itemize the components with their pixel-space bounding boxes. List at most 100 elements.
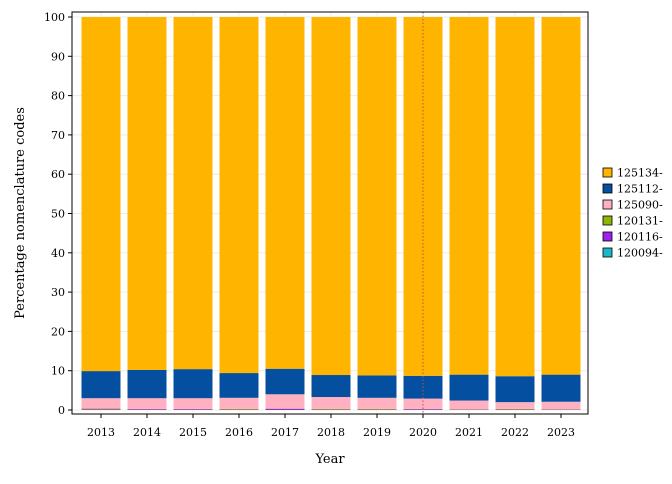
bar-segment-125090 (542, 402, 581, 409)
bar-segment-125090 (266, 394, 305, 408)
legend-swatch (603, 216, 612, 225)
bar-segment-125090 (450, 401, 489, 410)
bar-segment-125112 (312, 375, 351, 397)
bar-segment-120131 (220, 409, 259, 410)
bar-segment-125090 (496, 402, 535, 409)
y-tick-label: 30 (51, 286, 65, 299)
legend-label: 125112- (617, 183, 663, 196)
y-tick-label: 90 (51, 50, 65, 63)
legend-item: 125112- (603, 183, 663, 196)
y-tick-label: 10 (51, 365, 65, 378)
bar-segment-125090 (174, 398, 213, 409)
bar-stack-2023 (542, 17, 581, 410)
x-axis: 2013 2014 2015 2016 2017 2018 2019 2020 2021 2022… (87, 414, 575, 439)
legend-label: 125090- (617, 199, 663, 212)
bar-segment-125134 (266, 17, 305, 369)
legend-item: 120131- (603, 215, 663, 228)
bar-segment-120131 (496, 409, 535, 410)
bar-segment-125134 (358, 17, 397, 375)
bar-segment-125112 (128, 370, 167, 398)
x-tick-label: 2013 (87, 426, 115, 439)
y-tick-label: 100 (44, 11, 65, 24)
bar-segment-120116 (82, 409, 121, 410)
bar-segment-120131 (358, 409, 397, 410)
bar-segment-120116 (404, 409, 443, 410)
y-axis: 0 10 20 30 40 50 60 70 80 90 100 (44, 11, 72, 417)
bar-segment-120116 (174, 409, 213, 410)
bar-segment-125112 (358, 375, 397, 397)
legend-item: 125134- (603, 167, 663, 180)
bar-stack-2022 (496, 17, 535, 410)
bar-segment-125112 (174, 369, 213, 398)
bar-segment-125112 (542, 375, 581, 402)
bar-segment-125090 (404, 399, 443, 409)
bar-stack-2019 (358, 17, 397, 410)
legend-swatch (603, 248, 612, 257)
bar-segment-120116 (128, 409, 167, 410)
bar-stack-2016 (220, 17, 259, 410)
x-tick-label: 2023 (547, 426, 575, 439)
x-tick-label: 2021 (455, 426, 483, 439)
x-axis-title: Year (314, 452, 345, 467)
bar-stack-2014 (128, 17, 167, 410)
y-tick-label: 50 (51, 208, 65, 221)
y-tick-label: 70 (51, 129, 65, 142)
legend-swatch (603, 200, 612, 209)
bar-segment-125112 (82, 371, 121, 398)
x-tick-label: 2014 (133, 426, 161, 439)
bar-segment-125090 (358, 398, 397, 409)
bar-segment-125134 (220, 17, 259, 373)
bar-stack-2017 (266, 17, 305, 410)
bar-segment-125112 (266, 369, 305, 395)
y-tick-label: 40 (51, 247, 65, 260)
bar-segment-120131 (312, 409, 351, 410)
legend-item: 120094- (603, 247, 663, 260)
legend-swatch (603, 168, 612, 177)
bar-segment-125112 (220, 373, 259, 398)
x-tick-label: 2019 (363, 426, 391, 439)
y-tick-label: 0 (58, 404, 65, 417)
bar-segment-125090 (220, 398, 259, 409)
bar-segment-125134 (542, 17, 581, 375)
bar-segment-125090 (82, 398, 121, 408)
legend-item: 120116- (603, 231, 663, 244)
x-tick-label: 2022 (501, 426, 529, 439)
legend-label: 120116- (617, 231, 663, 244)
legend-swatch (603, 232, 612, 241)
bar-segment-125134 (128, 17, 167, 370)
bar-segment-125134 (82, 17, 121, 371)
bar-segment-125134 (404, 17, 443, 376)
y-tick-label: 20 (51, 325, 65, 338)
legend-label: 125134- (617, 167, 663, 180)
bar-stack-2015 (174, 17, 213, 410)
legend-label: 120094- (617, 247, 663, 260)
bar-segment-120116 (266, 409, 305, 410)
legend: 125134- 125112- 125090- 120131- 120116- 12009… (603, 167, 663, 260)
bar-segment-125090 (312, 397, 351, 409)
bar-segment-125112 (450, 375, 489, 401)
bar-segment-125134 (312, 17, 351, 375)
bar-stack-2021 (450, 17, 489, 410)
bar-segment-125134 (450, 17, 489, 375)
bars (82, 17, 581, 410)
x-tick-label: 2017 (271, 426, 299, 439)
bar-segment-125112 (496, 376, 535, 402)
legend-swatch (603, 184, 612, 193)
x-tick-label: 2016 (225, 426, 253, 439)
y-axis-title: Percentage nomenclature codes (13, 107, 28, 319)
bar-segment-125134 (174, 17, 213, 369)
x-tick-label: 2015 (179, 426, 207, 439)
bar-segment-125134 (496, 17, 535, 376)
x-tick-label: 2018 (317, 426, 345, 439)
legend-label: 120131- (617, 215, 663, 228)
y-tick-label: 60 (51, 168, 65, 181)
x-tick-label: 2020 (409, 426, 437, 439)
legend-item: 125090- (603, 199, 663, 212)
bar-stack-2018 (312, 17, 351, 410)
bar-segment-120131 (82, 408, 121, 409)
bar-stack-2013 (82, 17, 121, 410)
y-tick-label: 80 (51, 90, 65, 103)
bar-segment-125090 (128, 398, 167, 409)
